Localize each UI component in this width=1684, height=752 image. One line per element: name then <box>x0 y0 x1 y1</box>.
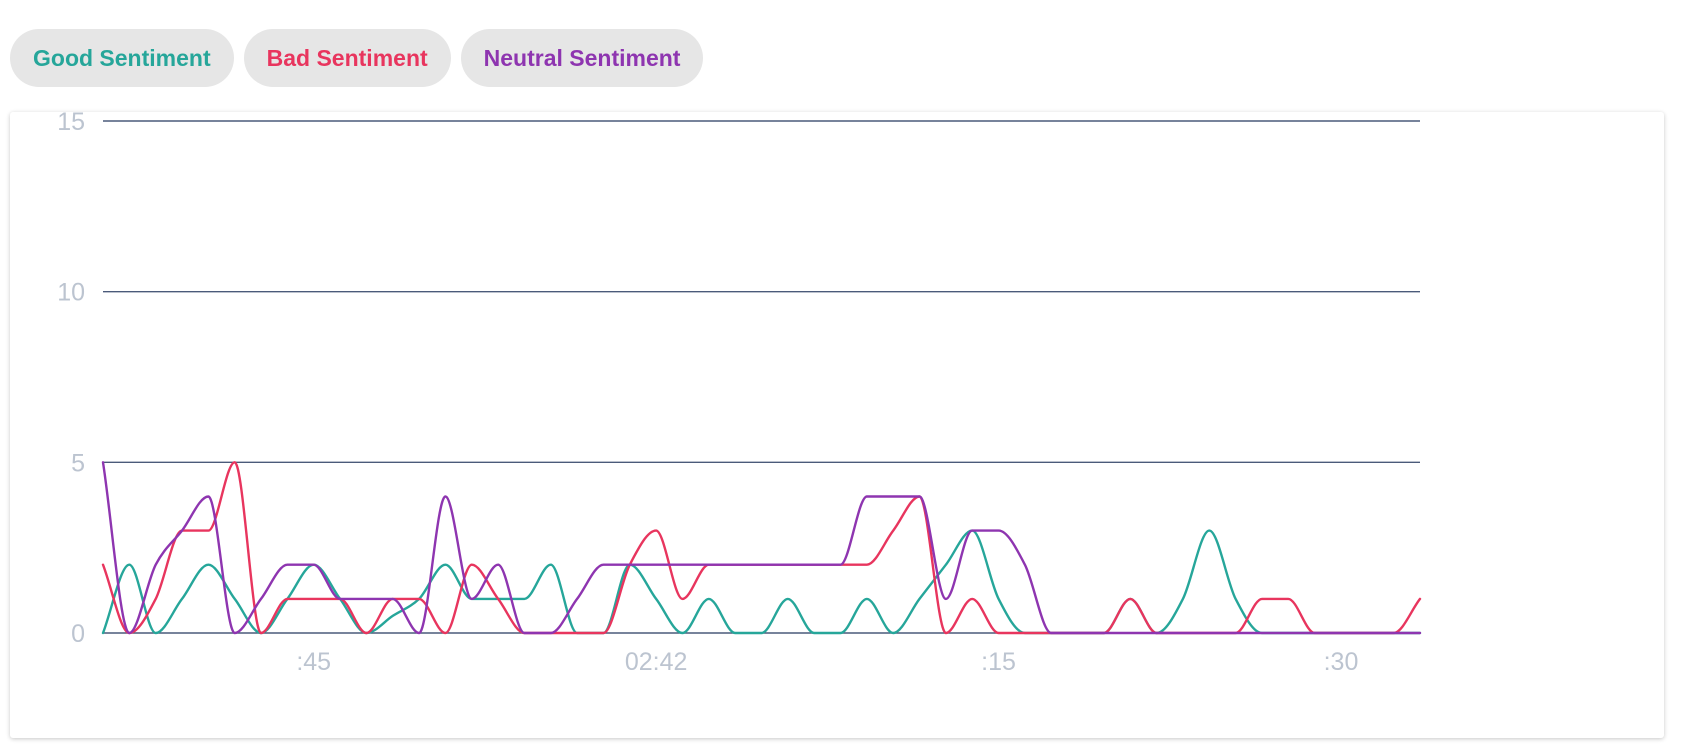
series-line-neutral-sentiment <box>101 461 1422 635</box>
x-tick-label: :15 <box>981 648 1016 676</box>
y-tick-label-15: 15 <box>57 112 85 136</box>
series-line-good-sentiment <box>101 529 1422 635</box>
x-tick-label: :30 <box>1324 648 1359 676</box>
y-tick-label-0: 0 <box>71 620 85 648</box>
legend-item-neutral-sentiment[interactable]: Neutral Sentiment <box>460 29 704 87</box>
y-tick-label-5: 5 <box>71 449 85 477</box>
sentiment-line-chart: 0 5 10 15 :45 02:42 :15 :30 <box>57 112 1422 676</box>
chart-card: 0 5 10 15 :45 02:42 :15 :30 <box>10 112 1664 738</box>
x-tick-label: 02:42 <box>625 648 688 676</box>
legend: Good Sentiment Bad Sentiment Neutral Sen… <box>10 29 704 87</box>
series-line-bad-sentiment <box>101 461 1422 635</box>
legend-item-good-sentiment[interactable]: Good Sentiment <box>10 29 234 87</box>
x-tick-label: :45 <box>296 648 331 676</box>
legend-item-bad-sentiment[interactable]: Bad Sentiment <box>243 29 451 87</box>
y-tick-label-10: 10 <box>57 279 85 307</box>
